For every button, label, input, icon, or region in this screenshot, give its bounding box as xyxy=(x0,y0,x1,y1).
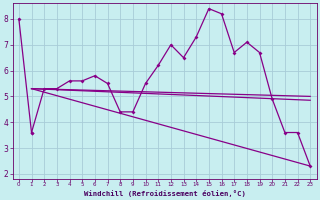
X-axis label: Windchill (Refroidissement éolien,°C): Windchill (Refroidissement éolien,°C) xyxy=(84,190,245,197)
